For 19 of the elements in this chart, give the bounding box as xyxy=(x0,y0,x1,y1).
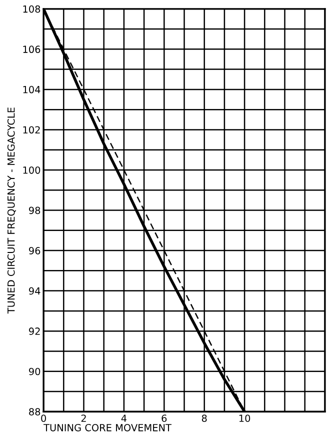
x-tick-label: 10 xyxy=(239,414,250,422)
x-tick-label: 8 xyxy=(202,414,207,422)
x-tick-label: 0 xyxy=(41,414,46,422)
x-tick-label: 4 xyxy=(121,414,126,422)
y-tick-label: 88 xyxy=(29,408,40,416)
x-tick-label: 6 xyxy=(162,414,167,422)
x-tick-label: 2 xyxy=(81,414,86,422)
y-axis-title: TUNED CIRCUIT FREQUENCY - MEGACYCLE xyxy=(7,108,16,314)
y-tick-label: 98 xyxy=(29,206,40,214)
y-tick-label: 102 xyxy=(23,126,40,134)
y-tick-label: 96 xyxy=(29,247,40,254)
y-tick-label: 104 xyxy=(23,86,40,94)
y-tick-label: 94 xyxy=(29,287,40,295)
y-tick-label: 92 xyxy=(29,328,40,335)
y-tick-label: 106 xyxy=(23,46,40,54)
y-tick-label: 100 xyxy=(23,166,40,174)
y-tick-label: 90 xyxy=(29,368,40,376)
x-axis-title: TUNING CORE MOVEMENT xyxy=(44,424,172,432)
y-tick-label: 108 xyxy=(23,5,40,13)
